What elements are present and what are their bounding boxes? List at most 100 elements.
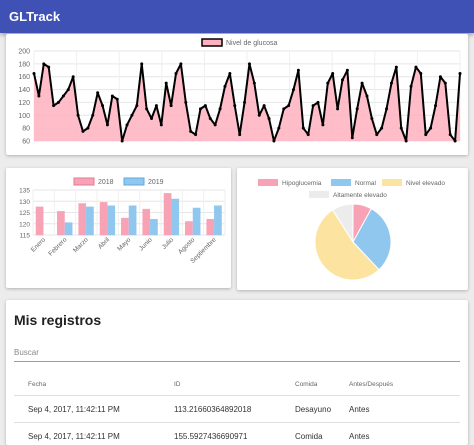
data-point [399, 126, 403, 130]
row-meal: Comida [295, 432, 323, 441]
data-point [233, 104, 237, 108]
data-point [110, 94, 114, 98]
legend-swatch [201, 38, 223, 47]
column-header-before-after[interactable]: Antes/Después [349, 381, 394, 388]
data-point [350, 136, 354, 140]
data-point [301, 126, 305, 130]
data-point [81, 129, 85, 133]
data-point [169, 104, 173, 108]
series-line [33, 62, 461, 142]
x-tick-label: Enero [30, 236, 47, 253]
data-point [179, 62, 183, 66]
data-point [282, 107, 286, 111]
data-point [120, 139, 124, 143]
data-point [56, 100, 60, 104]
legend-label: Hipoglucemia [282, 180, 322, 187]
data-point [306, 133, 310, 137]
column-header-date[interactable]: Fecha [28, 381, 47, 388]
bar-2019-Septiembre [214, 205, 222, 236]
data-point [287, 104, 291, 108]
data-point [194, 133, 198, 137]
data-point [91, 113, 95, 117]
data-point [331, 72, 335, 75]
bar-2018-Febrero [57, 211, 65, 236]
column-header-meal[interactable]: Comida [295, 381, 318, 388]
data-point [252, 81, 256, 85]
bar-2019-Agosto [192, 207, 201, 236]
data-point [218, 107, 222, 111]
data-point [130, 113, 134, 117]
search-input[interactable] [14, 343, 460, 362]
x-tick-label: Febrero [47, 236, 68, 257]
data-point [145, 107, 149, 111]
data-point [326, 81, 330, 85]
data-point [434, 104, 438, 108]
bar-2018-Mayo [121, 217, 129, 236]
y-tick-label: 60 [22, 139, 30, 146]
data-point [159, 123, 163, 127]
column-header-id[interactable]: ID [174, 381, 181, 388]
data-point [370, 117, 374, 120]
data-point [389, 81, 393, 85]
data-point [247, 62, 251, 66]
data-point [394, 65, 398, 69]
data-point [115, 97, 119, 101]
data-point [184, 100, 188, 104]
records-card: Mis registros Fecha ID Comida Antes/Desp… [6, 300, 468, 445]
bar-2019-Marzo [86, 206, 94, 236]
data-point [321, 123, 325, 127]
data-point [164, 81, 168, 85]
data-point [316, 100, 320, 104]
legend-label: 2019 [148, 179, 164, 186]
y-tick-label: 140 [18, 87, 30, 94]
y-tick-label: 125 [19, 210, 30, 217]
data-point [414, 65, 418, 69]
data-point [385, 107, 389, 111]
monthly-bar-chart-card: 115 120 125 130 135 Enero Febrero Marzo Abril May… [6, 168, 231, 288]
data-point [257, 113, 261, 117]
data-point [365, 94, 369, 98]
bar-2018-Abril [99, 202, 108, 236]
data-point [296, 68, 300, 72]
table-row[interactable]: Sep 4, 2017, 11:42:11 PM 113.21660364892… [14, 397, 460, 423]
data-point [360, 81, 364, 85]
data-point [311, 104, 315, 108]
data-point [32, 72, 36, 75]
bar-2019-Junio [150, 219, 158, 236]
data-point [52, 104, 56, 108]
bar-2019-Mayo [128, 205, 137, 236]
x-tick-label: Junio [138, 236, 154, 252]
legend-swatch [309, 191, 329, 198]
data-point [223, 84, 227, 88]
legend-swatch [331, 179, 351, 186]
data-point [272, 139, 276, 143]
glucose-line-chart: 60 80 100 120 140 160 180 200 Nivel de glucosa [18, 38, 462, 146]
data-point [424, 133, 428, 137]
data-point [336, 107, 340, 111]
data-point [47, 65, 51, 69]
y-tick-label: 120 [18, 100, 30, 107]
row-meal: Desayuno [295, 405, 332, 414]
data-point [76, 113, 80, 117]
legend-swatch [258, 179, 278, 186]
data-point [154, 104, 158, 108]
y-tick-label: 115 [20, 233, 31, 240]
data-point [238, 133, 242, 137]
table-row[interactable]: Sep 4, 2017, 11:42:11 PM 155.59274366909… [14, 424, 460, 445]
legend-label: Nivel de glucosa [226, 40, 277, 47]
search-field[interactable] [14, 342, 460, 362]
data-point [101, 104, 105, 108]
y-tick-label: 135 [19, 188, 30, 195]
legend-label: Normal [355, 180, 377, 187]
data-point [292, 88, 296, 92]
bar-2018-Enero [35, 206, 44, 236]
data-point [340, 78, 344, 82]
data-point [96, 91, 100, 95]
app-bar: GLTrack [0, 0, 474, 33]
data-point [208, 117, 212, 120]
data-point [66, 88, 70, 92]
row-date: Sep 4, 2017, 11:42:11 PM [28, 405, 120, 414]
bar-2019-Febrero [64, 222, 73, 236]
legend-label: Nivel elevado [406, 180, 445, 187]
legend-swatch [123, 177, 145, 186]
